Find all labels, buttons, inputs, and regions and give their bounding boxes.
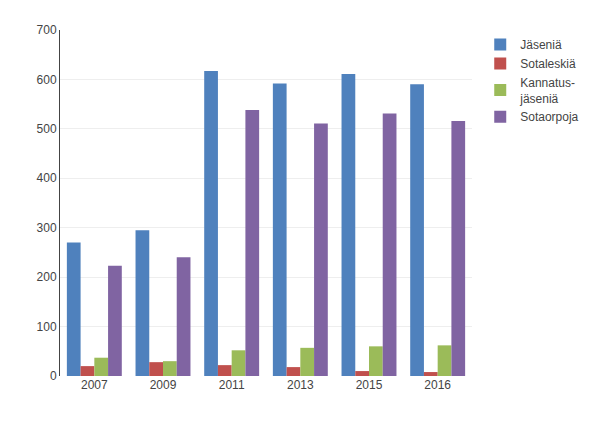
svg-text:500: 500 [37, 122, 57, 136]
svg-text:2015: 2015 [356, 378, 383, 392]
svg-text:2016: 2016 [424, 378, 451, 392]
svg-text:Sotaorpoja: Sotaorpoja [520, 110, 578, 124]
svg-text:2011: 2011 [219, 378, 245, 392]
svg-text:2009: 2009 [150, 378, 177, 392]
svg-text:300: 300 [37, 221, 57, 235]
svg-text:Sotaleskiä: Sotaleskiä [520, 57, 576, 71]
svg-text:2007: 2007 [81, 378, 108, 392]
svg-text:700: 700 [37, 23, 57, 37]
svg-text:Kannatus-jäseniä: Kannatus-jäseniä [519, 76, 575, 106]
svg-text:200: 200 [37, 270, 57, 284]
svg-text:Jäseniä: Jäseniä [520, 38, 562, 52]
svg-text:100: 100 [37, 320, 57, 334]
svg-text:0: 0 [50, 369, 57, 383]
svg-text:2013: 2013 [287, 378, 314, 392]
svg-text:400: 400 [37, 171, 57, 185]
svg-text:600: 600 [37, 73, 57, 87]
